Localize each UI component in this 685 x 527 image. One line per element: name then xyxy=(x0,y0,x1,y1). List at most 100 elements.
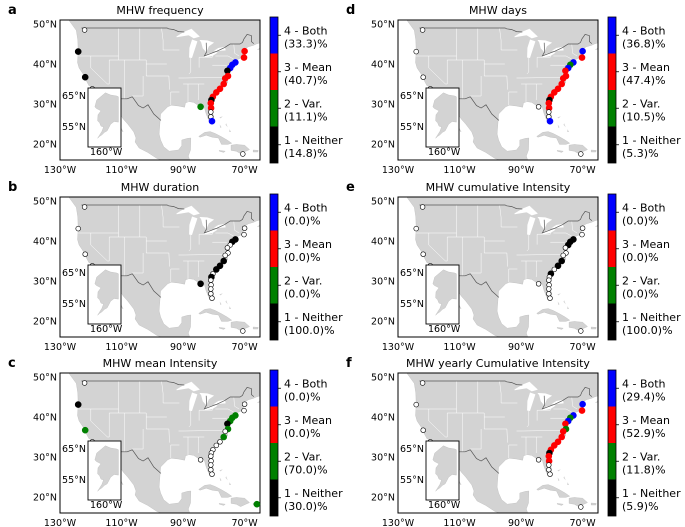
legend-swatch xyxy=(608,370,616,407)
station-point-empty xyxy=(560,252,566,259)
land-island xyxy=(536,484,571,498)
station-point-empty xyxy=(197,457,204,463)
station-point-empty xyxy=(81,27,88,33)
station-point-empty xyxy=(551,266,558,273)
state-border xyxy=(470,429,482,450)
great-lake xyxy=(199,216,215,230)
great-lake xyxy=(514,28,538,39)
alaska-inset: 65°N 55°N 160°W xyxy=(62,440,123,511)
inset-lat-label: 55°N xyxy=(400,122,424,133)
station-point-empty xyxy=(208,109,214,115)
country-border xyxy=(203,33,255,57)
y-tick-label: 40°N xyxy=(33,237,57,248)
state-border xyxy=(470,76,482,97)
land-island xyxy=(590,326,597,330)
great-lake xyxy=(189,216,198,236)
inset-lat-label: 65°N xyxy=(62,444,86,455)
great-lake xyxy=(527,392,536,412)
x-tick-label: 70°W xyxy=(569,518,596,527)
land-island xyxy=(229,306,232,309)
station-point-empty xyxy=(579,225,586,231)
station-point-cat3 xyxy=(558,433,565,441)
legend-label: 2 - Var. xyxy=(284,97,322,110)
station-point-empty xyxy=(578,151,584,157)
station-point-empty xyxy=(547,471,553,477)
legend-percent: (0.0)% xyxy=(284,214,321,227)
legend-label: 3 - Mean xyxy=(284,414,332,427)
land-island xyxy=(568,144,588,154)
legend-percent: (30.0)% xyxy=(284,500,328,513)
country-border xyxy=(419,380,523,386)
land-alaska xyxy=(94,269,119,316)
x-tick-label: 110°W xyxy=(443,518,476,527)
legend-percent: (0.0)% xyxy=(622,214,659,227)
great-lake xyxy=(176,381,200,392)
station-point-cat3 xyxy=(220,80,227,88)
data-points xyxy=(413,380,586,510)
legend-label: 2 - Var. xyxy=(622,450,660,463)
legend-swatch xyxy=(608,194,616,231)
state-border xyxy=(199,54,213,58)
land-island xyxy=(536,308,571,322)
y-tick-label: 50°N xyxy=(371,20,395,31)
legend-frame xyxy=(607,16,617,164)
inset-lat-label: 65°N xyxy=(62,91,86,102)
y-tick-label: 50°N xyxy=(33,20,57,31)
legend-percent: (52.9)% xyxy=(622,427,666,440)
land-island xyxy=(218,327,226,330)
inset-lat-label: 55°N xyxy=(62,122,86,133)
panel-letter: a xyxy=(8,3,17,18)
station-point-cat4 xyxy=(208,117,216,125)
legend-label: 3 - Mean xyxy=(622,414,670,427)
station-point-empty xyxy=(75,225,81,232)
legend-label: 1 - Neither xyxy=(284,487,343,500)
state-border xyxy=(500,217,518,228)
legend-swatch xyxy=(270,90,278,127)
state-border xyxy=(199,231,213,235)
map-frame xyxy=(397,196,599,338)
basemap xyxy=(406,373,598,513)
legend-percent: (10.5)% xyxy=(622,110,666,123)
legend-label: 3 - Mean xyxy=(622,238,670,251)
country-border xyxy=(541,210,593,234)
legend-percent: (100.0)% xyxy=(622,324,673,337)
panel-title: MHW cumulative Intensity xyxy=(426,181,571,194)
land-island xyxy=(218,150,226,153)
panel-title: MHW duration xyxy=(121,181,199,194)
legend: 4 - Both(36.8)% 3 - Mean(47.4)% 2 - Var.(1… xyxy=(607,16,681,164)
station-point-empty xyxy=(81,204,88,210)
state-border xyxy=(470,253,482,274)
state-border xyxy=(571,220,578,234)
station-point-empty xyxy=(578,328,584,334)
state-border xyxy=(90,233,108,262)
station-point-empty xyxy=(420,427,426,433)
station-point-cat3 xyxy=(578,407,586,414)
legend-percent: (29.4)% xyxy=(622,390,666,403)
x-tick-label: 110°W xyxy=(443,342,476,353)
great-lake xyxy=(176,28,200,39)
x-tick-label: 110°W xyxy=(105,518,138,527)
map-frame xyxy=(59,372,261,514)
station-point-empty xyxy=(241,401,248,407)
basemap xyxy=(68,373,260,513)
station-point-empty xyxy=(208,291,214,297)
station-point-empty xyxy=(217,439,223,445)
state-border xyxy=(107,28,119,85)
station-point-empty xyxy=(81,380,88,386)
land-island xyxy=(252,326,259,330)
map-frame xyxy=(59,19,261,161)
panel-c: c MHW mean Intensity 65°N 55°N 160°W 50°N 40°N… xyxy=(8,356,343,527)
state-border xyxy=(499,204,502,218)
panel-d: d MHW days 65°N 55°N 160°W 50°N 40°N 30°N 20°N 13… xyxy=(346,3,681,176)
legend: 4 - Both(0.0)%3 - Mean(0.0)%2 - Var.(0.0… xyxy=(269,193,343,341)
panel-letter: b xyxy=(8,180,17,195)
state-border xyxy=(188,410,192,428)
legend-swatch xyxy=(270,230,278,267)
legend-swatch xyxy=(608,126,616,163)
great-lake xyxy=(176,205,200,216)
inset-lon-label: 160°W xyxy=(90,500,123,511)
legend-label: 4 - Both xyxy=(622,24,666,37)
station-point-cat3 xyxy=(241,47,248,55)
state-border xyxy=(499,27,502,41)
land-island xyxy=(557,116,561,119)
